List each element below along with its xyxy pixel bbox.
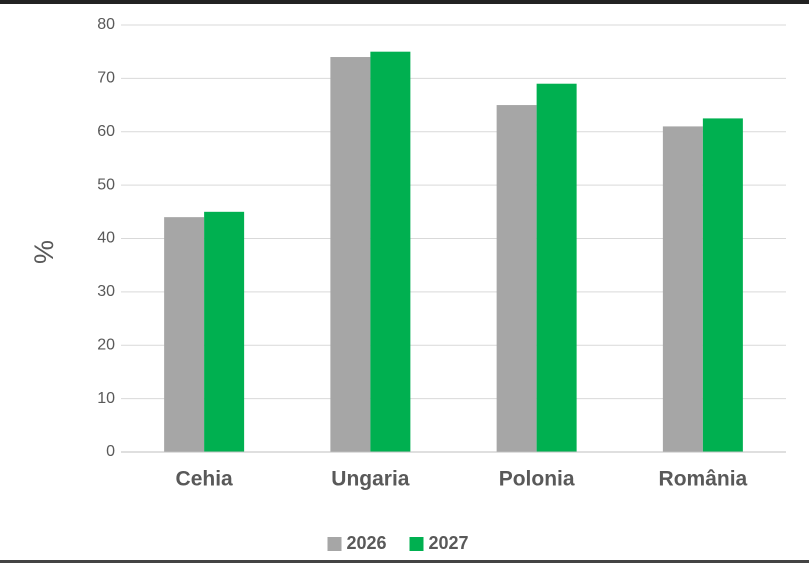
y-tick-label: 0 xyxy=(106,443,115,460)
bar xyxy=(164,217,205,452)
y-tick-label: 80 xyxy=(97,16,115,33)
legend-swatch xyxy=(409,537,424,551)
y-tick-label: 20 xyxy=(97,336,115,353)
bar xyxy=(496,105,537,452)
bottom-border xyxy=(0,560,809,563)
y-tick-label: 50 xyxy=(97,176,115,193)
x-tick-label: România xyxy=(659,468,748,491)
y-tick-label: 10 xyxy=(97,390,115,407)
y-tick-label: 70 xyxy=(97,70,115,87)
x-tick-label: Polonia xyxy=(499,468,575,491)
y-axis-label: % xyxy=(29,240,59,264)
y-tick-label: 60 xyxy=(97,123,115,140)
x-tick-label: Ungaria xyxy=(331,468,410,491)
y-tick-label: 30 xyxy=(97,283,115,300)
bar xyxy=(204,211,245,452)
bar xyxy=(536,83,577,453)
bar xyxy=(370,51,411,452)
x-tick-label: Cehia xyxy=(176,468,234,491)
legend-label: 2026 xyxy=(347,533,387,553)
y-tick-label: 40 xyxy=(97,230,115,247)
bar xyxy=(702,118,743,452)
legend-swatch xyxy=(327,537,342,551)
bar xyxy=(662,126,703,452)
top-border xyxy=(0,0,809,4)
legend-label: 2027 xyxy=(429,533,469,553)
bar xyxy=(330,57,371,453)
